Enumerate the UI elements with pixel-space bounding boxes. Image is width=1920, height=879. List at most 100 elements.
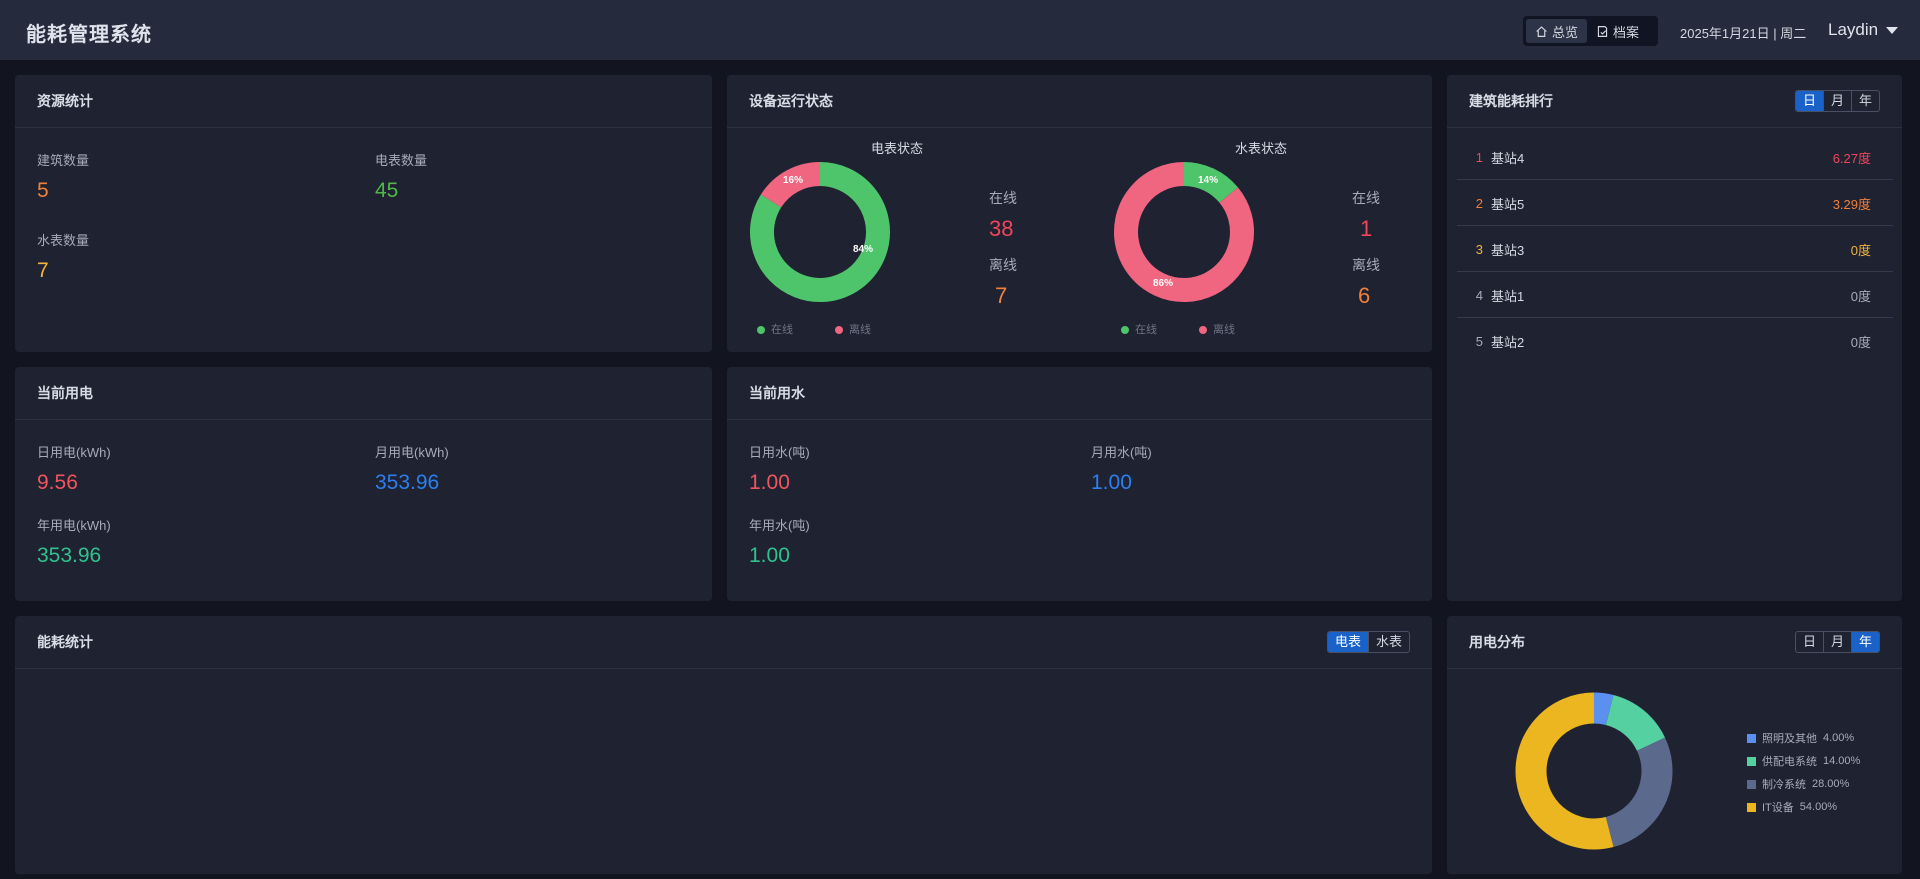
archive-icon (1597, 25, 1608, 37)
building-count-value: 5 (37, 179, 49, 202)
water-online-value: 1 (1360, 216, 1373, 241)
energy-stats-title: 能耗统计 (37, 634, 93, 650)
distribution-segment-1 (1605, 694, 1666, 752)
ranking-row: 5 基站2 0度 (1475, 334, 1871, 350)
device-status-card: 设备运行状态 电表状态 84% 16% 在线 离线 在线 38 离线 7 水表状… (727, 75, 1432, 352)
monthly-electricity-value: 353.96 (375, 471, 440, 494)
monthly-water: 月用水(吨) 1.00 (1091, 442, 1152, 495)
water-status-donut: 14% 86% (1114, 162, 1254, 302)
nav-overview-button[interactable]: 总览 (1526, 19, 1588, 43)
legend-square-icon (1747, 802, 1756, 812)
resource-stats-title: 资源统计 (37, 93, 93, 109)
water-legend-online: 在线 (1121, 321, 1157, 337)
daily-water: 日用水(吨) 1.00 (749, 442, 810, 495)
monthly-electricity: 月用电(kWh) 353.96 (375, 442, 449, 495)
water-legend-offline: 离线 (1199, 321, 1235, 337)
online-dot-icon (1121, 326, 1129, 335)
water-meter-count: 水表数量 7 (37, 230, 89, 283)
yearly-water-label: 年用水(吨) (749, 518, 810, 533)
distribution-period-switch: 日 月 年 (1794, 631, 1880, 653)
daily-electricity: 日用电(kWh) 9.56 (37, 442, 111, 495)
water-online-label: 在线 (1352, 190, 1380, 206)
water-offline-value: 6 (1358, 283, 1371, 308)
user-menu[interactable]: Laydin (1828, 20, 1899, 40)
electricity-usage-title: 当前用电 (37, 385, 93, 401)
building-ranking-title: 建筑能耗排行 (1469, 93, 1553, 109)
resource-stats-card: 资源统计 建筑数量 5 电表数量 45 水表数量 7 (15, 75, 712, 352)
energy-stats-card: 能耗统计 电表 水表 (15, 616, 1432, 874)
power-distribution-donut (1515, 692, 1673, 850)
distribution-legend-lighting: 照明及其他 4.00% (1747, 730, 1854, 746)
power-distribution-card: 用电分布 日 月 年 照明及其他 4.00% 供配电系统 14.00% 制冷系统… (1447, 616, 1902, 874)
distribution-segment-3 (1515, 692, 1614, 850)
daily-electricity-value: 9.56 (37, 471, 78, 494)
distribution-tab-year[interactable]: 年 (1850, 632, 1879, 652)
water-offline-pct: 86% (1153, 278, 1173, 289)
water-segment-offline (1114, 162, 1254, 302)
electric-legend-online: 在线 (757, 321, 793, 337)
nav-archive-label: 档案 (1613, 24, 1640, 40)
electric-status-donut: 84% 16% (750, 162, 890, 302)
building-count-label: 建筑数量 (37, 153, 90, 168)
electric-online-label: 在线 (989, 190, 1017, 206)
yearly-water: 年用水(吨) 1.00 (749, 515, 810, 568)
meter-count-value: 45 (375, 179, 399, 202)
building-ranking-card: 建筑能耗排行 日 月 年 1 基站4 6.27度 2 基站5 3.29度 3 基… (1447, 75, 1902, 601)
distribution-legend-it: IT设备 54.00% (1747, 799, 1837, 815)
monthly-water-value: 1.00 (1091, 471, 1132, 494)
app-title: 能耗管理系统 (26, 24, 152, 46)
ranking-row: 2 基站5 3.29度 (1457, 181, 1893, 226)
power-distribution-title: 用电分布 (1469, 634, 1525, 650)
electric-online-value: 38 (989, 216, 1014, 241)
daily-electricity-label: 日用电(kWh) (37, 445, 111, 460)
nav-switch: 总览 档案 (1523, 16, 1658, 46)
electric-online-pct: 84% (853, 244, 873, 255)
home-icon (1536, 25, 1547, 37)
daily-water-value: 1.00 (749, 471, 790, 494)
electric-offline-pct: 16% (783, 175, 803, 186)
building-count: 建筑数量 5 (37, 150, 89, 203)
electric-segment-online (750, 162, 890, 302)
distribution-segment-0 (1593, 692, 1614, 726)
yearly-electricity-label: 年用电(kWh) (37, 518, 111, 533)
energy-tab-electric[interactable]: 电表 (1327, 632, 1368, 652)
water-meter-count-label: 水表数量 (37, 233, 90, 248)
ranking-period-switch: 日 月 年 (1794, 90, 1880, 112)
caret-down-icon (1886, 26, 1899, 34)
daily-water-label: 日用水(吨) (749, 445, 810, 460)
page-scrollbar[interactable] (1906, 60, 1920, 879)
user-name: Laydin (1828, 20, 1879, 39)
electric-status-title: 电表状态 (871, 141, 924, 156)
water-status-title: 水表状态 (1235, 141, 1288, 156)
yearly-electricity-value: 353.96 (37, 544, 102, 567)
nav-overview-label: 总览 (1552, 24, 1579, 40)
legend-square-icon (1747, 756, 1756, 766)
ranking-row: 3 基站3 0度 (1457, 227, 1893, 272)
energy-type-switch: 电表 水表 (1326, 631, 1410, 653)
offline-dot-icon (1199, 326, 1207, 335)
water-offline-label: 离线 (1352, 257, 1380, 273)
offline-dot-icon (835, 326, 843, 335)
water-usage-card: 当前用水 日用水(吨) 1.00 月用水(吨) 1.00 年用水(吨) 1.00 (727, 367, 1432, 601)
distribution-legend-cooling: 制冷系统 28.00% (1747, 776, 1849, 792)
ranking-row: 1 基站4 6.27度 (1457, 135, 1893, 180)
ranking-row: 4 基站1 0度 (1457, 273, 1893, 318)
ranking-tab-day[interactable]: 日 (1795, 91, 1823, 111)
distribution-tab-day[interactable]: 日 (1802, 634, 1816, 649)
monthly-electricity-label: 月用电(kWh) (375, 445, 449, 460)
ranking-tab-year[interactable]: 年 (1850, 91, 1879, 111)
electricity-usage-card: 当前用电 日用电(kWh) 9.56 月用电(kWh) 353.96 年用电(k… (15, 367, 712, 601)
yearly-water-value: 1.00 (749, 544, 790, 567)
ranking-tab-month[interactable]: 月 (1822, 91, 1851, 111)
distribution-segment-2 (1605, 737, 1673, 848)
legend-square-icon (1747, 779, 1756, 789)
water-usage-title: 当前用水 (749, 385, 805, 401)
energy-tab-water[interactable]: 水表 (1367, 632, 1409, 652)
nav-archive-button[interactable]: 档案 (1587, 19, 1648, 43)
online-dot-icon (757, 326, 765, 335)
legend-square-icon (1747, 733, 1756, 743)
device-status-title: 设备运行状态 (749, 93, 833, 109)
electric-offline-label: 离线 (989, 257, 1017, 273)
distribution-tab-month[interactable]: 月 (1822, 632, 1851, 652)
electric-offline-value: 7 (995, 283, 1008, 308)
